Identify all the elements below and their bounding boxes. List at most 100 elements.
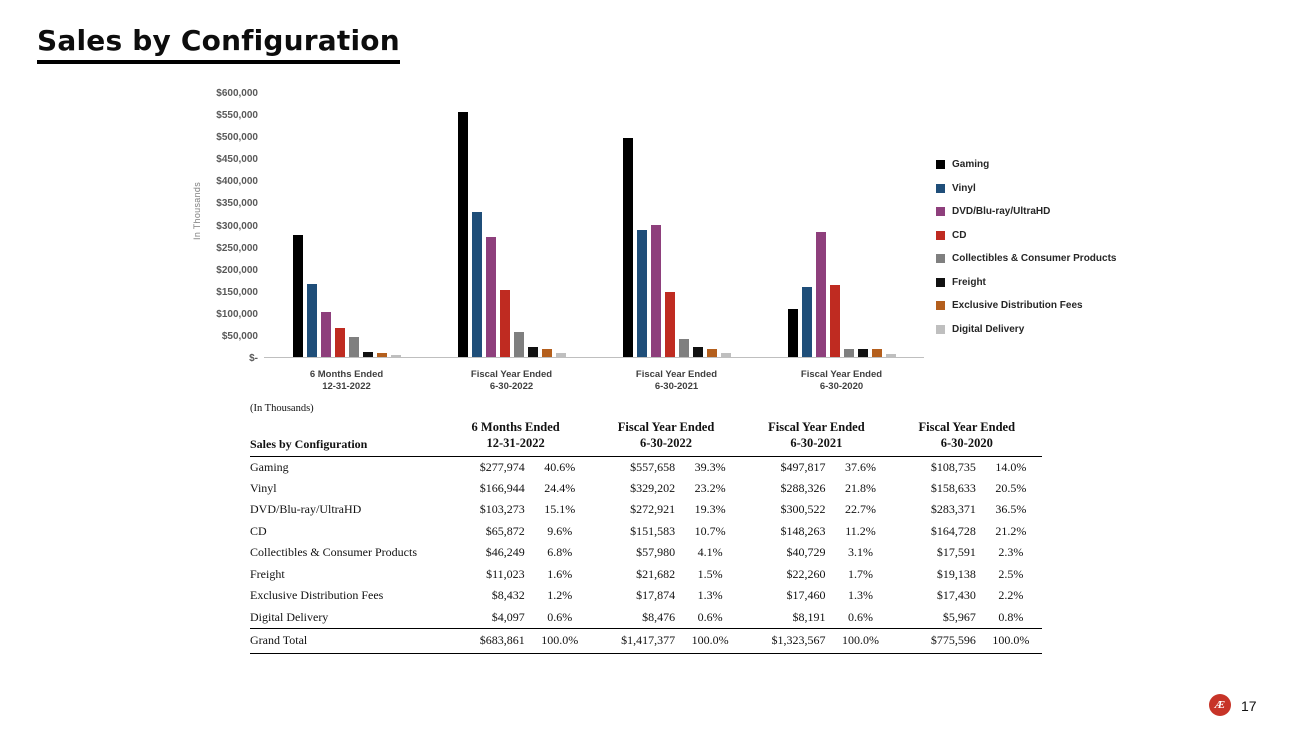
company-logo-icon: Æ xyxy=(1209,694,1231,716)
grand-total-percent-cell: 100.0% xyxy=(541,633,579,647)
y-tick-label: $200,000 xyxy=(216,264,258,276)
bar xyxy=(678,339,689,357)
legend-swatch xyxy=(936,160,945,169)
table-header-row: Sales by Configuration 6 Months Ended 12-… xyxy=(250,419,1042,456)
table-period-header-line: 6 Months Ended xyxy=(471,420,560,434)
table-percent-cell: 14.0% xyxy=(995,459,1027,474)
table-value-cell: $329,202 xyxy=(630,480,676,495)
table-row-label: Digital Delivery xyxy=(250,609,329,624)
legend-label: Collectibles & Consumer Products xyxy=(952,253,1117,264)
y-tick-label: $300,000 xyxy=(216,220,258,232)
table-value-cell: $17,460 xyxy=(786,588,826,603)
table-percent-cell: 2.5% xyxy=(998,566,1024,581)
legend-label: Gaming xyxy=(952,159,990,170)
y-tick-label: $100,000 xyxy=(216,308,258,320)
grand-total-value-cell: $1,417,377 xyxy=(621,633,676,647)
legend-label: Freight xyxy=(952,276,986,288)
y-axis-ticks: $- $50,000 $100,000 $150,000 $200,000 $250,00… xyxy=(204,88,258,364)
bar xyxy=(527,347,538,357)
grand-total-value-cell: $1,323,567 xyxy=(771,633,826,647)
legend-item: Freight xyxy=(936,277,1116,288)
bar xyxy=(801,287,812,357)
sales-table: Sales by Configuration 6 Months Ended 12-… xyxy=(250,419,1042,654)
bar xyxy=(555,353,566,357)
legend-swatch xyxy=(936,277,945,287)
table-percent-cell: 24.4% xyxy=(544,480,576,495)
table-row-label: DVD/Blu-ray/UltraHD xyxy=(250,502,362,517)
table-value-cell: $108,735 xyxy=(930,459,976,474)
bar xyxy=(390,355,401,357)
table-row-label: CD xyxy=(250,523,267,538)
legend-label: CD xyxy=(952,229,967,241)
table-value-cell: $65,872 xyxy=(485,523,525,538)
legend-item: Gaming xyxy=(936,159,1116,170)
legend-swatch xyxy=(936,230,945,240)
table-value-cell: $19,138 xyxy=(936,566,976,581)
bar xyxy=(885,354,896,357)
table-percent-cell: 19.3% xyxy=(694,502,726,517)
table-value-cell: $57,980 xyxy=(636,545,676,560)
table-row-label: Freight xyxy=(250,566,285,581)
table-percent-cell: 0.8% xyxy=(998,609,1024,624)
bar xyxy=(871,349,882,357)
x-axis-category-label-line: Fiscal Year Ended xyxy=(635,369,718,380)
y-tick-label: $400,000 xyxy=(216,176,258,188)
legend-item: CD xyxy=(936,230,1116,241)
bar xyxy=(857,348,868,357)
table-header: Sales by Configuration 6 Months Ended 12-… xyxy=(250,419,1042,456)
x-axis-category-label-line: Fiscal Year Ended xyxy=(470,369,553,380)
table-period-header-line: 6-30-2020 xyxy=(940,436,993,451)
table-percent-cell: 9.6% xyxy=(547,523,573,538)
table-value-cell: $4,097 xyxy=(491,609,525,624)
table-period-header-line: 12-31-2022 xyxy=(486,436,545,451)
bar xyxy=(513,331,524,357)
x-axis-category-label-line: 6-30-2021 xyxy=(654,381,699,393)
x-axis-category-label-line: 6-30-2022 xyxy=(489,381,534,393)
table-value-cell: $557,658 xyxy=(630,459,676,474)
y-tick-label: $600,000 xyxy=(216,88,258,99)
table-value-cell: $17,591 xyxy=(936,545,976,560)
y-tick-label: $500,000 xyxy=(216,132,258,144)
table-row: CD $65,872 9.6% $151,583 10.7% $148,263 11.2% $… xyxy=(250,521,1042,543)
table-row: Digital Delivery $4,097 0.6% $8,476 0.6% $8,1… xyxy=(250,607,1042,628)
bar xyxy=(376,353,387,357)
y-tick-label: $450,000 xyxy=(216,154,258,166)
bar xyxy=(362,352,373,357)
table-percent-cell: 0.6% xyxy=(697,609,723,624)
table-percent-cell: 2.3% xyxy=(998,545,1024,560)
bar xyxy=(787,309,798,357)
grand-total-value-cell: $775,596 xyxy=(930,633,976,647)
legend-label: Vinyl xyxy=(952,182,976,194)
x-axis-category-label: Fiscal Year Ended 6-30-2020 xyxy=(759,362,924,394)
table-units-note: (In Thousands) xyxy=(250,403,314,414)
bar xyxy=(292,234,303,357)
table-body: Gaming $277,974 40.6% $557,658 39.3% $497,817… xyxy=(250,456,1042,628)
bar xyxy=(348,336,359,357)
table-percent-cell: 3.1% xyxy=(848,545,874,560)
table-percent-cell: 11.2% xyxy=(845,523,876,538)
x-axis-category-label-line: 6-30-2020 xyxy=(819,381,864,393)
table-period-header-line: Fiscal Year Ended xyxy=(918,420,1016,434)
x-axis-category-label-line: Fiscal Year Ended xyxy=(800,369,883,380)
table-footer: Grand Total $683,861 100.0% $1,417,377 100.0… xyxy=(250,628,1042,653)
table-row-label: Collectibles & Consumer Products xyxy=(250,545,417,560)
bar-group xyxy=(264,93,429,357)
table-row: Vinyl $166,944 24.4% $329,202 23.2% $288,326 2… xyxy=(250,478,1042,500)
table-value-cell: $8,432 xyxy=(491,588,525,603)
bar xyxy=(815,232,826,357)
table-value-cell: $5,967 xyxy=(942,609,976,624)
bar-group xyxy=(759,93,924,357)
table-row-label: Exclusive Distribution Fees xyxy=(250,588,384,603)
table-value-cell: $40,729 xyxy=(786,545,826,560)
bar xyxy=(485,236,496,357)
table-percent-cell: 21.2% xyxy=(995,523,1027,538)
table-value-cell: $164,728 xyxy=(930,523,976,538)
y-tick-label: $150,000 xyxy=(216,286,258,298)
sales-bar-chart: In Thousands $- $50,000 $100,000 $150,000 $2… xyxy=(192,86,936,394)
table-value-cell: $11,023 xyxy=(486,566,525,581)
x-axis-category-label: Fiscal Year Ended 6-30-2022 xyxy=(429,362,594,394)
bar-group xyxy=(429,93,594,357)
bar xyxy=(720,353,731,357)
legend-swatch xyxy=(936,183,945,193)
x-axis-category-label-line: 12-31-2022 xyxy=(322,381,371,393)
